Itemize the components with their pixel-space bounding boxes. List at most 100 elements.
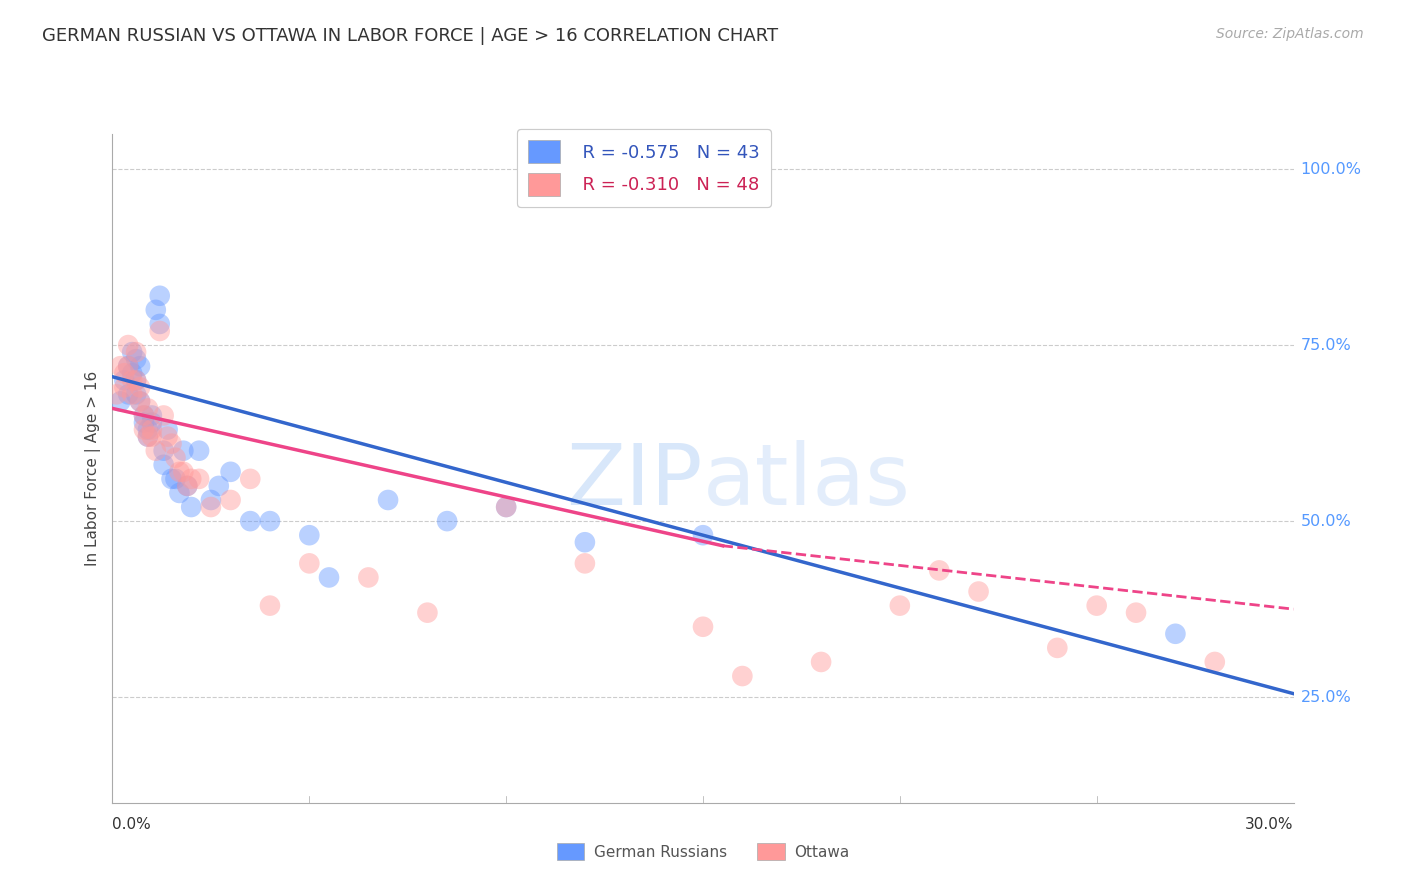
Point	[172, 443, 194, 458]
Point	[112, 366, 135, 380]
Point	[152, 443, 174, 458]
Text: Source: ZipAtlas.com: Source: ZipAtlas.com	[1216, 27, 1364, 41]
Point	[156, 429, 179, 443]
Point	[239, 514, 262, 528]
Point	[188, 443, 211, 458]
Point	[152, 409, 174, 423]
Point	[967, 584, 990, 599]
Point	[208, 479, 231, 493]
Point	[1204, 655, 1226, 669]
Point	[121, 373, 143, 387]
Point	[117, 387, 139, 401]
Point	[152, 458, 174, 472]
Point	[259, 599, 281, 613]
Point	[436, 514, 458, 528]
Point	[121, 345, 143, 359]
Point	[180, 472, 202, 486]
Point	[219, 493, 242, 508]
Point	[1164, 627, 1187, 641]
Point	[169, 465, 191, 479]
Point	[121, 387, 143, 401]
Point	[160, 436, 183, 450]
Point	[377, 493, 399, 508]
Text: ZIP: ZIP	[567, 440, 703, 524]
Point	[141, 409, 163, 423]
Point	[495, 500, 517, 514]
Point	[117, 338, 139, 352]
Point	[110, 394, 132, 409]
Point	[149, 317, 172, 331]
Point	[180, 500, 202, 514]
Point	[117, 359, 139, 374]
Point	[172, 465, 194, 479]
Point	[318, 570, 340, 584]
Point	[136, 429, 159, 443]
Point	[149, 289, 172, 303]
Point	[692, 528, 714, 542]
Point	[165, 450, 187, 465]
Point	[165, 472, 187, 486]
Point	[141, 416, 163, 430]
Point	[132, 423, 155, 437]
Y-axis label: In Labor Force | Age > 16: In Labor Force | Age > 16	[86, 371, 101, 566]
Text: 100.0%: 100.0%	[1301, 161, 1361, 177]
Point	[731, 669, 754, 683]
Point	[239, 472, 262, 486]
Point	[574, 557, 596, 571]
Point	[1046, 640, 1069, 655]
Point	[112, 380, 135, 394]
Point	[132, 416, 155, 430]
Point	[110, 359, 132, 374]
Point	[357, 570, 380, 584]
Point	[574, 535, 596, 549]
Point	[136, 401, 159, 416]
Text: atlas: atlas	[703, 440, 911, 524]
Point	[169, 486, 191, 500]
Point	[125, 373, 148, 387]
Point	[145, 443, 167, 458]
Text: 0.0%: 0.0%	[112, 817, 152, 832]
Point	[117, 359, 139, 374]
Point	[125, 352, 148, 367]
Point	[1125, 606, 1147, 620]
Point	[928, 563, 950, 577]
Point	[298, 557, 321, 571]
Point	[125, 373, 148, 387]
Point	[125, 387, 148, 401]
Point	[160, 472, 183, 486]
Point	[156, 423, 179, 437]
Point	[149, 324, 172, 338]
Point	[810, 655, 832, 669]
Point	[298, 528, 321, 542]
Point	[105, 387, 128, 401]
Point	[132, 409, 155, 423]
Point	[129, 380, 152, 394]
Point	[145, 302, 167, 317]
Point	[121, 366, 143, 380]
Point	[129, 359, 152, 374]
Point	[188, 472, 211, 486]
Point	[259, 514, 281, 528]
Legend: German Russians, Ottawa: German Russians, Ottawa	[551, 837, 855, 866]
Point	[889, 599, 911, 613]
Point	[136, 429, 159, 443]
Point	[416, 606, 439, 620]
Point	[495, 500, 517, 514]
Point	[141, 423, 163, 437]
Point	[219, 465, 242, 479]
Point	[692, 620, 714, 634]
Point	[129, 394, 152, 409]
Legend:   R = -0.575   N = 43,   R = -0.310   N = 48: R = -0.575 N = 43, R = -0.310 N = 48	[517, 129, 770, 207]
Text: 50.0%: 50.0%	[1301, 514, 1351, 529]
Point	[200, 500, 222, 514]
Text: 25.0%: 25.0%	[1301, 690, 1351, 705]
Point	[1085, 599, 1108, 613]
Point	[141, 429, 163, 443]
Text: 30.0%: 30.0%	[1246, 817, 1294, 832]
Point	[136, 423, 159, 437]
Point	[176, 479, 198, 493]
Point	[200, 493, 222, 508]
Text: GERMAN RUSSIAN VS OTTAWA IN LABOR FORCE | AGE > 16 CORRELATION CHART: GERMAN RUSSIAN VS OTTAWA IN LABOR FORCE …	[42, 27, 779, 45]
Point	[112, 373, 135, 387]
Point	[132, 409, 155, 423]
